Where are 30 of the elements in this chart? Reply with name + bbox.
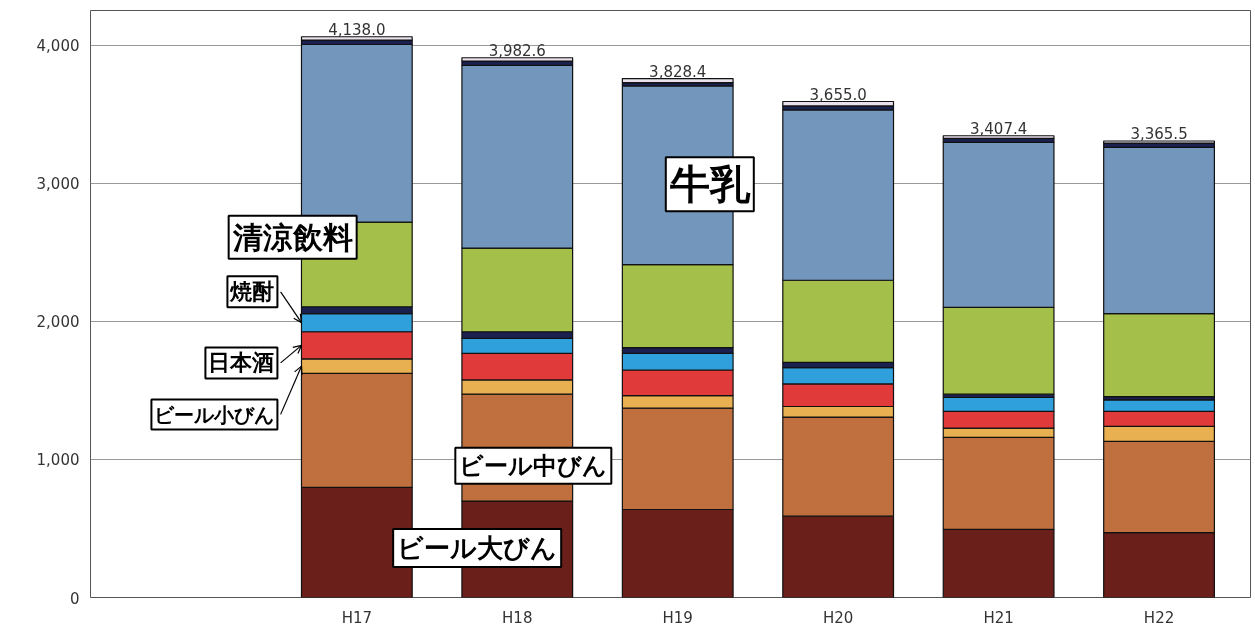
series-label: ビール中びん bbox=[459, 451, 608, 480]
y-tick-label: 4,000 bbox=[36, 37, 80, 56]
x-tick-label: H20 bbox=[822, 608, 854, 627]
x-tick-label: H18 bbox=[502, 608, 533, 627]
annotation: 3,365.5 bbox=[1130, 125, 1188, 144]
series-label: 牛乳 bbox=[668, 161, 751, 208]
y-tick-label: 0 bbox=[69, 589, 80, 608]
x-tick-label: H21 bbox=[983, 608, 1014, 627]
y-tick-label: 1,000 bbox=[36, 451, 80, 470]
y-tick-label: 2,000 bbox=[36, 313, 80, 332]
annotation: 3,982.6 bbox=[488, 41, 546, 60]
bar bbox=[461, 57, 574, 62]
series-label: 日本酒 bbox=[208, 350, 275, 376]
series-label: ビール小びん bbox=[154, 402, 275, 427]
bar bbox=[942, 135, 1055, 139]
bar bbox=[782, 100, 895, 107]
series-label: ビール大びん bbox=[397, 532, 558, 563]
series-label: 焼酎 bbox=[229, 279, 275, 305]
annotation: 3,655.0 bbox=[809, 85, 867, 104]
y-tick-label: 3,000 bbox=[36, 175, 80, 194]
bar bbox=[1103, 140, 1215, 144]
x-tick-label: H17 bbox=[341, 608, 373, 627]
x-tick-label: H22 bbox=[1143, 608, 1175, 627]
series-label: 清涼飲料 bbox=[231, 219, 353, 255]
x-tick-label: H19 bbox=[662, 608, 693, 627]
annotation: 3,407.4 bbox=[969, 119, 1028, 138]
annotation: 3,828.4 bbox=[649, 62, 707, 81]
annotation: 4,138.0 bbox=[328, 20, 386, 39]
bar bbox=[621, 77, 734, 84]
bar bbox=[300, 36, 413, 41]
